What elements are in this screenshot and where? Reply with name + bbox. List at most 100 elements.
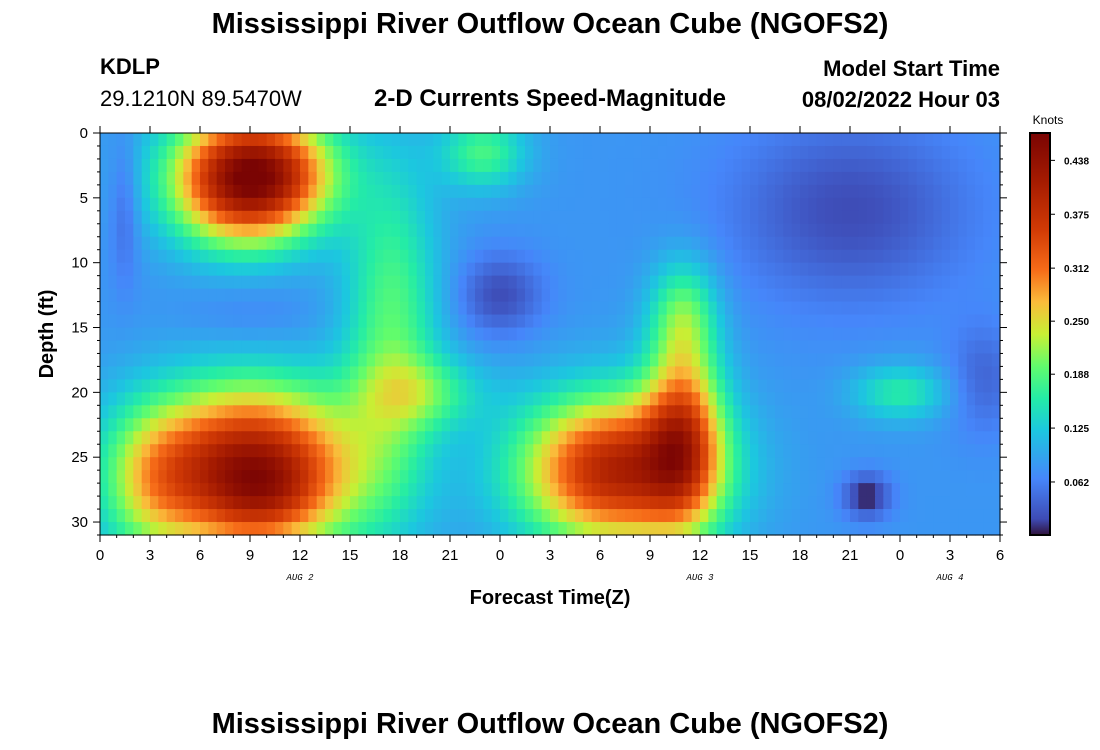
heatmap-cell (991, 522, 1001, 536)
heatmap-cell (633, 275, 643, 290)
heatmap-cell (925, 340, 934, 355)
heatmap-cell (158, 418, 168, 432)
heatmap-cell (600, 223, 609, 238)
heatmap-cell (700, 496, 709, 510)
heatmap-cell (541, 249, 551, 264)
heatmap-cell (116, 288, 126, 303)
heatmap-cell (450, 366, 459, 380)
heatmap-cell (975, 171, 984, 186)
heatmap-cell (166, 236, 176, 251)
heatmap-cell (941, 379, 951, 393)
heatmap-cell (875, 392, 884, 406)
heatmap-cell (466, 197, 476, 212)
heatmap-cell (808, 392, 818, 406)
heatmap-cell (925, 522, 934, 536)
heatmap-cell (358, 353, 368, 368)
heatmap-cell (825, 340, 834, 355)
heatmap-cell (691, 171, 701, 186)
heatmap-cell (525, 366, 534, 380)
heatmap-cell (566, 379, 576, 393)
heatmap-cell (650, 379, 659, 393)
heatmap-cell (775, 133, 784, 147)
heatmap-cell (250, 210, 259, 225)
heatmap-cell (141, 379, 151, 393)
heatmap-cell (808, 483, 818, 497)
heatmap-cell (391, 210, 401, 225)
heatmap-cell (666, 340, 676, 355)
heatmap-cell (733, 223, 743, 238)
heatmap-cell (133, 353, 143, 368)
heatmap-cell (100, 249, 109, 264)
heatmap-cell (566, 236, 576, 251)
heatmap-cell (508, 392, 518, 406)
heatmap-cell (233, 522, 243, 536)
heatmap-cell (808, 418, 818, 432)
heatmap-cell (283, 184, 293, 199)
heatmap-cell (875, 444, 884, 458)
heatmap-cell (500, 392, 509, 406)
heatmap-cell (583, 392, 593, 406)
heatmap-cell (566, 158, 576, 173)
heatmap-cell (291, 483, 301, 497)
heatmap-cell (500, 353, 509, 368)
heatmap-cell (950, 210, 959, 225)
heatmap-cell (241, 275, 251, 290)
heatmap-cell (508, 496, 518, 510)
heatmap-cell (125, 210, 134, 225)
heatmap-cell (150, 418, 159, 432)
heatmap-cell (741, 496, 751, 510)
heatmap-cell (583, 457, 593, 471)
heatmap-cell (216, 288, 226, 303)
heatmap-cell (233, 288, 243, 303)
heatmap-cell (516, 496, 526, 510)
heatmap-cell (966, 379, 976, 393)
heatmap-cell (266, 262, 276, 277)
heatmap-cell (816, 418, 826, 432)
heatmap-cell (316, 340, 326, 355)
heatmap-cell (466, 457, 476, 471)
heatmap-cell (241, 145, 251, 160)
heatmap-cell (833, 457, 843, 471)
heatmap-cell (408, 184, 418, 199)
heatmap-cell (600, 522, 609, 536)
heatmap-cell (791, 184, 801, 199)
heatmap-cell (925, 145, 934, 160)
heatmap-cell (316, 133, 326, 147)
heatmap-cell (866, 392, 876, 406)
heatmap-cell (750, 236, 759, 251)
heatmap-cell (483, 275, 493, 290)
heatmap-cell (166, 483, 176, 497)
heatmap-cell (966, 483, 976, 497)
heatmap-cell (666, 392, 676, 406)
heatmap-cell (700, 327, 709, 342)
heatmap-cell (825, 133, 834, 147)
heatmap-cell (116, 522, 126, 536)
heatmap-cell (791, 275, 801, 290)
heatmap-cell (258, 470, 268, 484)
heatmap-cell (900, 340, 909, 355)
heatmap-cell (741, 431, 751, 445)
heatmap-cell (483, 236, 493, 251)
heatmap-cell (825, 236, 834, 251)
heatmap-cell (808, 210, 818, 225)
heatmap-cell (158, 145, 168, 160)
heatmap-cell (566, 522, 576, 536)
heatmap-cell (633, 353, 643, 368)
heatmap-cell (333, 158, 343, 173)
heatmap-cell (858, 275, 868, 290)
heatmap-cell (891, 171, 901, 186)
heatmap-cell (716, 405, 726, 419)
heatmap-cell (991, 340, 1001, 355)
heatmap-cell (891, 353, 901, 368)
heatmap-cell (983, 366, 993, 380)
heatmap-cell (941, 418, 951, 432)
heatmap-cell (683, 210, 693, 225)
heatmap-cell (766, 210, 776, 225)
heatmap-cell (858, 418, 868, 432)
heatmap-cell (658, 236, 668, 251)
heatmap-cell (808, 405, 818, 419)
heatmap-cell (175, 171, 184, 186)
heatmap-cell (475, 236, 484, 251)
heatmap-cell (433, 249, 443, 264)
heatmap-cell (375, 366, 384, 380)
